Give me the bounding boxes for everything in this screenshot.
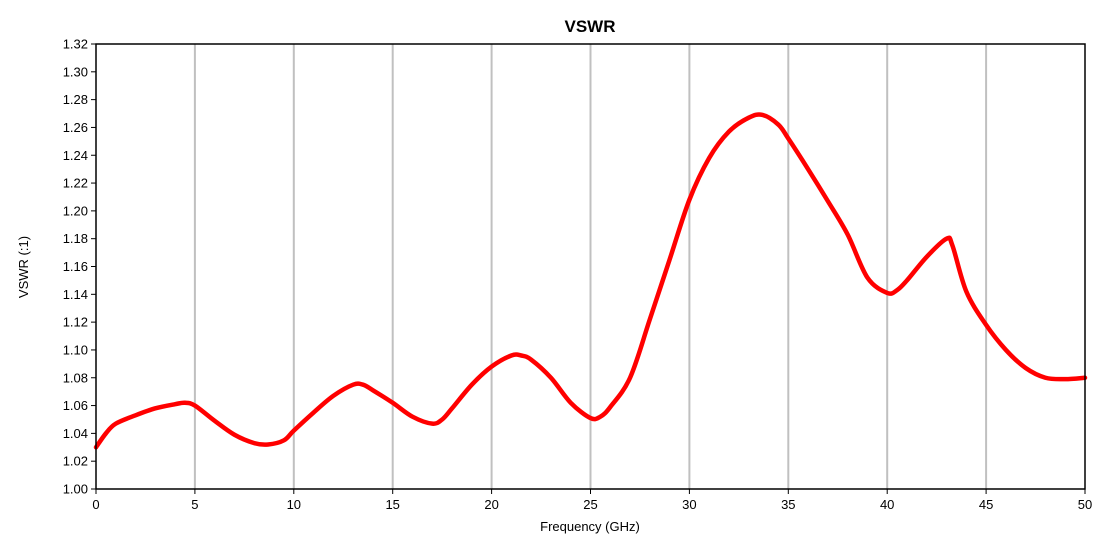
x-tick-label: 25 [583, 497, 597, 512]
y-tick-label: 1.14 [63, 287, 88, 302]
y-tick-label: 1.12 [63, 315, 88, 330]
y-axis-label: VSWR (:1) [16, 236, 31, 298]
x-tick-label: 45 [979, 497, 993, 512]
y-axis-ticks: 1.00 1.02 1.04 1.06 1.08 1.10 1.12 1.14 1.16 1.18… [63, 37, 96, 497]
y-tick-label: 1.06 [63, 398, 88, 413]
x-tick-label: 0 [92, 497, 99, 512]
y-tick-label: 1.18 [63, 231, 88, 246]
x-tick-label: 40 [880, 497, 894, 512]
y-tick-label: 1.10 [63, 342, 88, 357]
y-tick-label: 1.02 [63, 454, 88, 469]
x-axis-ticks: 0 5 10 15 20 25 30 35 40 45 50 [92, 489, 1092, 512]
x-gridlines [193, 44, 988, 489]
y-tick-label: 1.22 [63, 176, 88, 191]
y-tick-label: 1.00 [63, 482, 88, 497]
chart-title: VSWR [565, 17, 616, 36]
y-tick-label: 1.30 [63, 64, 88, 79]
y-tick-label: 1.08 [63, 370, 88, 385]
y-tick-label: 1.24 [63, 148, 88, 163]
x-tick-label: 10 [287, 497, 301, 512]
vswr-series-line [93, 112, 1088, 450]
x-tick-label: 5 [191, 497, 198, 512]
y-tick-label: 1.26 [63, 120, 88, 135]
y-tick-label: 1.32 [63, 37, 88, 52]
x-tick-label: 35 [781, 497, 795, 512]
x-tick-label: 50 [1078, 497, 1092, 512]
y-tick-label: 1.20 [63, 203, 88, 218]
y-tick-label: 1.28 [63, 92, 88, 107]
y-tick-label: 1.04 [63, 426, 88, 441]
x-tick-label: 15 [385, 497, 399, 512]
y-tick-label: 1.16 [63, 259, 88, 274]
x-tick-label: 30 [682, 497, 696, 512]
x-tick-label: 20 [484, 497, 498, 512]
x-axis-label: Frequency (GHz) [540, 519, 640, 534]
